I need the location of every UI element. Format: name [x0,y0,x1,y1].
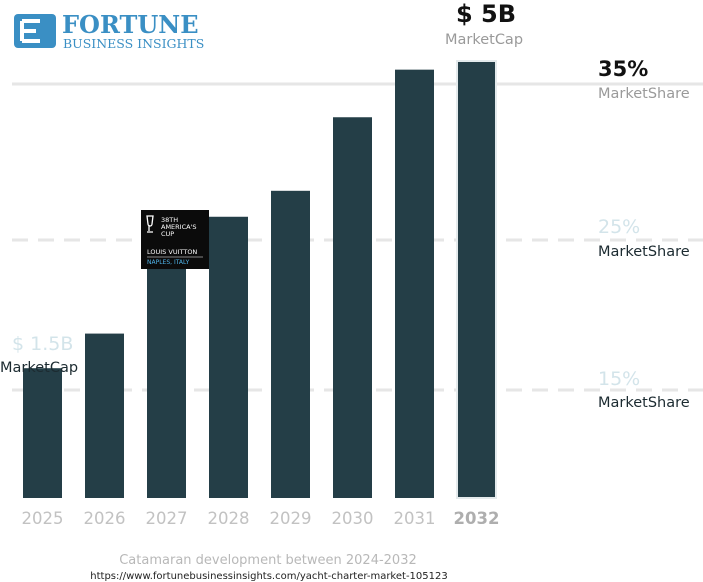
x-tick-2027: 2027 [146,509,188,528]
bar-2025 [23,368,62,498]
badge-line-4: LOUIS VUITTON [147,248,197,256]
badge-line-5: NAPLES, ITALY [147,259,190,266]
logo-mark-glyph-icon [20,19,40,43]
badge-line-2: AMERICA'S [161,223,197,231]
bar-series [23,60,497,499]
share-35-value: 35% [598,57,648,81]
x-tick-2029: 2029 [270,509,312,528]
badge-line-1: 38TH [161,216,178,224]
x-tick-2025: 2025 [22,509,64,528]
chart-caption: Catamaran development between 2024-2032 [119,553,417,568]
x-tick-2028: 2028 [208,509,250,528]
cup-trophy-icon [146,215,154,233]
share-15-value: 15% [598,368,640,390]
x-tick-labels: 2025 2026 2027 2028 2029 2030 2031 2032 [22,509,500,528]
logo-brand-bottom: BUSINESS INSIGHTS [63,36,204,51]
x-tick-2031: 2031 [394,509,436,528]
bar-2026 [85,333,124,498]
end-marketcap-value: $ 5B [456,0,516,28]
logo-brand-top: FORTUNE [62,10,199,39]
share-25-value: 25% [598,216,640,238]
americas-cup-badge: 38TH AMERICA'S CUP LOUIS VUITTON NAPLES,… [141,210,209,269]
share-25-label: MarketShare [598,244,690,260]
x-tick-2026: 2026 [84,509,126,528]
bar-2030 [333,117,372,498]
bar-2027 [147,242,186,498]
bar-2029 [271,190,310,498]
share-35-label: MarketShare [598,86,690,102]
badge-line-3: CUP [161,230,174,238]
start-marketcap-value: $ 1.5B [12,333,73,355]
x-tick-2030: 2030 [332,509,374,528]
source-url: https://www.fortunebusinessinsights.com/… [90,571,447,582]
end-marketcap-label: MarketCap [445,32,523,48]
bar-2028 [209,216,248,498]
fortune-logo: FORTUNE BUSINESS INSIGHTS [14,10,204,51]
start-marketcap-label: MarketCap [0,360,78,376]
bar-2031 [395,69,434,498]
x-tick-2032: 2032 [454,509,500,528]
bar-2032 [456,60,497,499]
share-15-label: MarketShare [598,395,690,411]
